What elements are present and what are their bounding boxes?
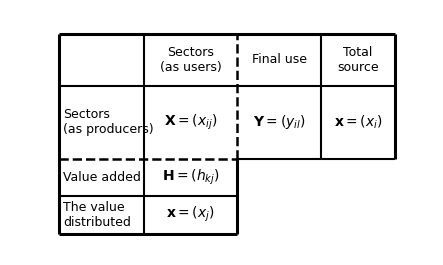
Text: $\mathbf{x} = (x_j)$: $\mathbf{x} = (x_j)$ [166,205,215,224]
Text: $\mathbf{Y} = (y_{il})$: $\mathbf{Y} = (y_{il})$ [253,113,306,131]
Text: $\mathbf{H} = (h_{kj})$: $\mathbf{H} = (h_{kj})$ [162,168,219,187]
Text: $\mathbf{X} = (x_{ij})$: $\mathbf{X} = (x_{ij})$ [164,113,217,132]
Text: Final use: Final use [252,53,307,66]
Text: Sectors
(as producers): Sectors (as producers) [63,108,154,136]
Text: Value added: Value added [63,171,141,184]
Text: The value
distributed: The value distributed [63,201,131,229]
Text: Total
source: Total source [337,46,379,74]
Text: $\mathbf{x} = (x_i)$: $\mathbf{x} = (x_i)$ [334,114,382,131]
Text: Sectors
(as users): Sectors (as users) [160,46,222,74]
